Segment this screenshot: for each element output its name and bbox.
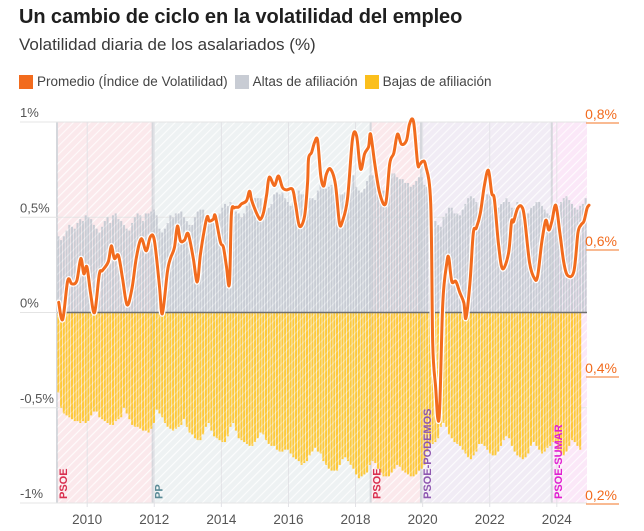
legend-swatch-altas — [234, 74, 249, 89]
right-tick-label: 0,8% — [585, 106, 617, 122]
x-tick-label: 2014 — [206, 512, 237, 527]
right-tick-label: 0,6% — [585, 233, 617, 249]
period-label-psoe: PSOE — [372, 468, 384, 499]
x-tick-label: 2020 — [408, 512, 438, 527]
x-tick-label: 2012 — [139, 512, 169, 527]
x-tick-label: 2018 — [341, 512, 371, 527]
legend: Promedio (Índice de Volatilidad) Altas d… — [19, 74, 499, 89]
legend-label-altas: Altas de afiliación — [252, 74, 358, 89]
bars — [57, 160, 587, 484]
period-label-psoe-sumar: PSOE-SUMAR — [553, 424, 565, 499]
period-label-pp: PP — [154, 484, 166, 499]
chart-subtitle: Volatilidad diaria de los asalariados (%… — [19, 35, 316, 54]
x-tick-label: 2010 — [72, 512, 102, 527]
legend-item-altas: Altas de afiliación — [234, 74, 358, 89]
right-tick-label: 0,4% — [585, 360, 617, 376]
period-labels: PSOE PP PSOE PSOE-PODEMOS PSOE-SUMAR — [58, 409, 565, 499]
left-tick-label: 0,5% — [20, 200, 50, 215]
left-tick-label: 0% — [20, 296, 39, 311]
legend-swatch-promedio — [19, 74, 33, 89]
volatility-line — [55, 116, 592, 424]
left-tick-label: -1% — [20, 486, 44, 501]
legend-label-bajas: Bajas de afiliación — [382, 74, 492, 89]
bars-texture — [57, 160, 587, 484]
legend-swatch-bajas — [364, 74, 379, 89]
legend-item-promedio: Promedio (Índice de Volatilidad) — [19, 74, 228, 89]
left-tick-label: 1% — [20, 105, 39, 120]
x-tick-label: 2016 — [273, 512, 303, 527]
period-label-psoe-podemos: PSOE-PODEMOS — [422, 409, 434, 499]
right-tick-label: 0,2% — [585, 487, 617, 503]
volatility-line-path — [57, 117, 591, 423]
legend-item-bajas: Bajas de afiliación — [364, 74, 492, 89]
x-tick-label: 2024 — [542, 512, 573, 527]
period-label-psoe: PSOE — [58, 468, 70, 499]
legend-label-promedio: Promedio (Índice de Volatilidad) — [37, 74, 228, 89]
left-tick-label: -0,5% — [20, 391, 54, 406]
chart-title: Un cambio de ciclo en la volatilidad del… — [19, 6, 463, 28]
axes: 1% 0,5% 0% -0,5% -1% 2010 2012 2014 2016 2018 2020… — [20, 105, 619, 527]
x-tick-label: 2022 — [475, 512, 505, 527]
